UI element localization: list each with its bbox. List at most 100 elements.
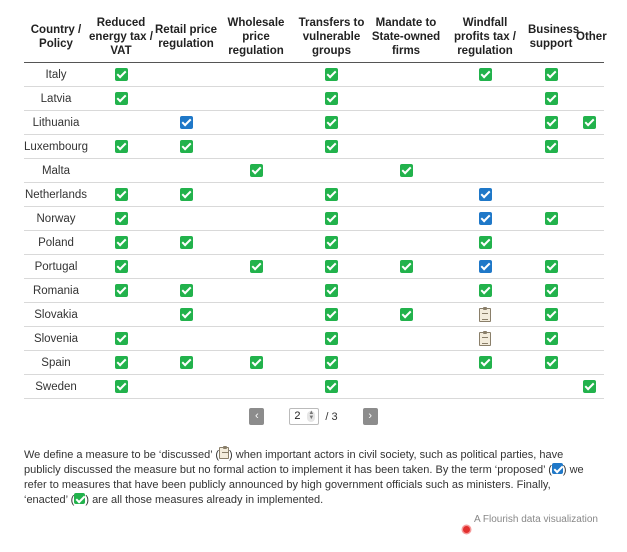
status-cell bbox=[294, 230, 369, 255]
status-cell bbox=[154, 302, 218, 327]
column-header: Retail price regulation bbox=[154, 12, 218, 63]
status-cell bbox=[369, 302, 443, 327]
status-cell bbox=[218, 278, 294, 303]
green-check-icon bbox=[179, 236, 193, 249]
status-cell bbox=[294, 206, 369, 231]
status-cell bbox=[294, 158, 369, 183]
policy-table: Country / Policy Reduced energy tax / VA… bbox=[24, 12, 607, 399]
status-cell bbox=[575, 278, 604, 303]
status-cell bbox=[575, 230, 604, 255]
spinner-icon[interactable]: ▲ ▼ bbox=[307, 410, 316, 422]
blue-check-icon bbox=[478, 188, 492, 201]
green-check-icon bbox=[74, 493, 86, 504]
green-check-icon bbox=[399, 164, 413, 177]
status-cell bbox=[88, 62, 154, 87]
column-header: Mandate to State-owned firms bbox=[369, 12, 443, 63]
green-check-icon bbox=[544, 284, 558, 297]
green-check-icon bbox=[325, 116, 338, 129]
status-cell bbox=[575, 134, 604, 159]
status-cell bbox=[294, 254, 369, 279]
status-cell bbox=[218, 62, 294, 87]
status-cell bbox=[154, 326, 218, 351]
status-cell bbox=[443, 134, 527, 159]
status-cell bbox=[154, 278, 218, 303]
green-check-icon bbox=[544, 260, 558, 273]
country-cell: Lithuania bbox=[24, 110, 88, 135]
status-cell bbox=[527, 182, 575, 207]
status-cell bbox=[443, 374, 527, 399]
green-check-icon bbox=[325, 332, 338, 345]
status-cell bbox=[575, 86, 604, 111]
country-cell: Romania bbox=[24, 278, 88, 303]
green-check-icon bbox=[114, 92, 128, 105]
status-cell bbox=[154, 134, 218, 159]
flourish-logo-icon bbox=[463, 526, 470, 533]
table-row: Poland bbox=[24, 230, 604, 255]
status-cell bbox=[154, 86, 218, 111]
country-cell: Norway bbox=[24, 206, 88, 231]
green-check-icon bbox=[325, 92, 338, 105]
status-cell bbox=[88, 254, 154, 279]
status-cell bbox=[527, 350, 575, 375]
status-cell bbox=[575, 302, 604, 327]
status-cell bbox=[575, 206, 604, 231]
green-check-icon bbox=[325, 68, 338, 81]
footnote-text: ) when important actors in civil society… bbox=[24, 449, 564, 476]
green-check-icon bbox=[325, 140, 338, 153]
green-check-icon bbox=[544, 308, 558, 321]
status-cell bbox=[294, 302, 369, 327]
table-row: Spain bbox=[24, 350, 604, 375]
status-cell bbox=[294, 86, 369, 111]
status-cell bbox=[527, 206, 575, 231]
status-cell bbox=[527, 86, 575, 111]
status-cell bbox=[443, 350, 527, 375]
status-cell bbox=[218, 134, 294, 159]
pagination: ‹ 2 ▲ ▼ / 3 › bbox=[0, 408, 627, 425]
green-check-icon bbox=[179, 140, 193, 153]
table-row: Malta bbox=[24, 158, 604, 183]
status-cell bbox=[527, 158, 575, 183]
status-cell bbox=[369, 350, 443, 375]
country-cell: Slovakia bbox=[24, 302, 88, 327]
green-check-icon bbox=[325, 212, 338, 225]
status-cell bbox=[527, 254, 575, 279]
next-page-button[interactable]: › bbox=[362, 408, 378, 425]
table-row: Latvia bbox=[24, 86, 604, 111]
status-cell bbox=[575, 158, 604, 183]
flourish-credit[interactable]: A Flourish data visualization bbox=[463, 513, 613, 541]
status-cell bbox=[88, 350, 154, 375]
table-row: Lithuania bbox=[24, 110, 604, 135]
green-check-icon bbox=[114, 212, 128, 225]
table-row: Netherlands bbox=[24, 182, 604, 207]
column-header: Other bbox=[575, 12, 607, 63]
status-cell bbox=[88, 86, 154, 111]
blue-check-icon bbox=[179, 116, 193, 129]
status-cell bbox=[575, 254, 604, 279]
green-check-icon bbox=[114, 380, 128, 393]
status-cell bbox=[575, 350, 604, 375]
prev-page-button[interactable]: ‹ bbox=[249, 408, 265, 425]
green-check-icon bbox=[583, 380, 596, 393]
status-cell bbox=[527, 62, 575, 87]
green-check-icon bbox=[114, 284, 128, 297]
page-number-input[interactable]: 2 ▲ ▼ bbox=[289, 408, 320, 425]
credit-text[interactable]: A Flourish data visualization bbox=[474, 514, 598, 525]
status-cell bbox=[294, 374, 369, 399]
clipboard-icon bbox=[479, 330, 491, 346]
status-cell bbox=[527, 302, 575, 327]
green-check-icon bbox=[179, 356, 193, 369]
status-cell bbox=[154, 62, 218, 87]
status-cell bbox=[443, 62, 527, 87]
green-check-icon bbox=[544, 116, 558, 129]
country-cell: Malta bbox=[24, 158, 88, 183]
country-cell: Poland bbox=[24, 230, 88, 255]
footnote-text: ) are all those measures already in impl… bbox=[85, 494, 324, 506]
country-cell: Netherlands bbox=[24, 182, 88, 207]
page-total: / 3 bbox=[325, 410, 338, 423]
header-row: Country / Policy Reduced energy tax / VA… bbox=[24, 12, 607, 63]
status-cell bbox=[154, 230, 218, 255]
status-cell bbox=[369, 230, 443, 255]
green-check-icon bbox=[249, 164, 263, 177]
green-check-icon bbox=[399, 308, 413, 321]
status-cell bbox=[575, 326, 604, 351]
